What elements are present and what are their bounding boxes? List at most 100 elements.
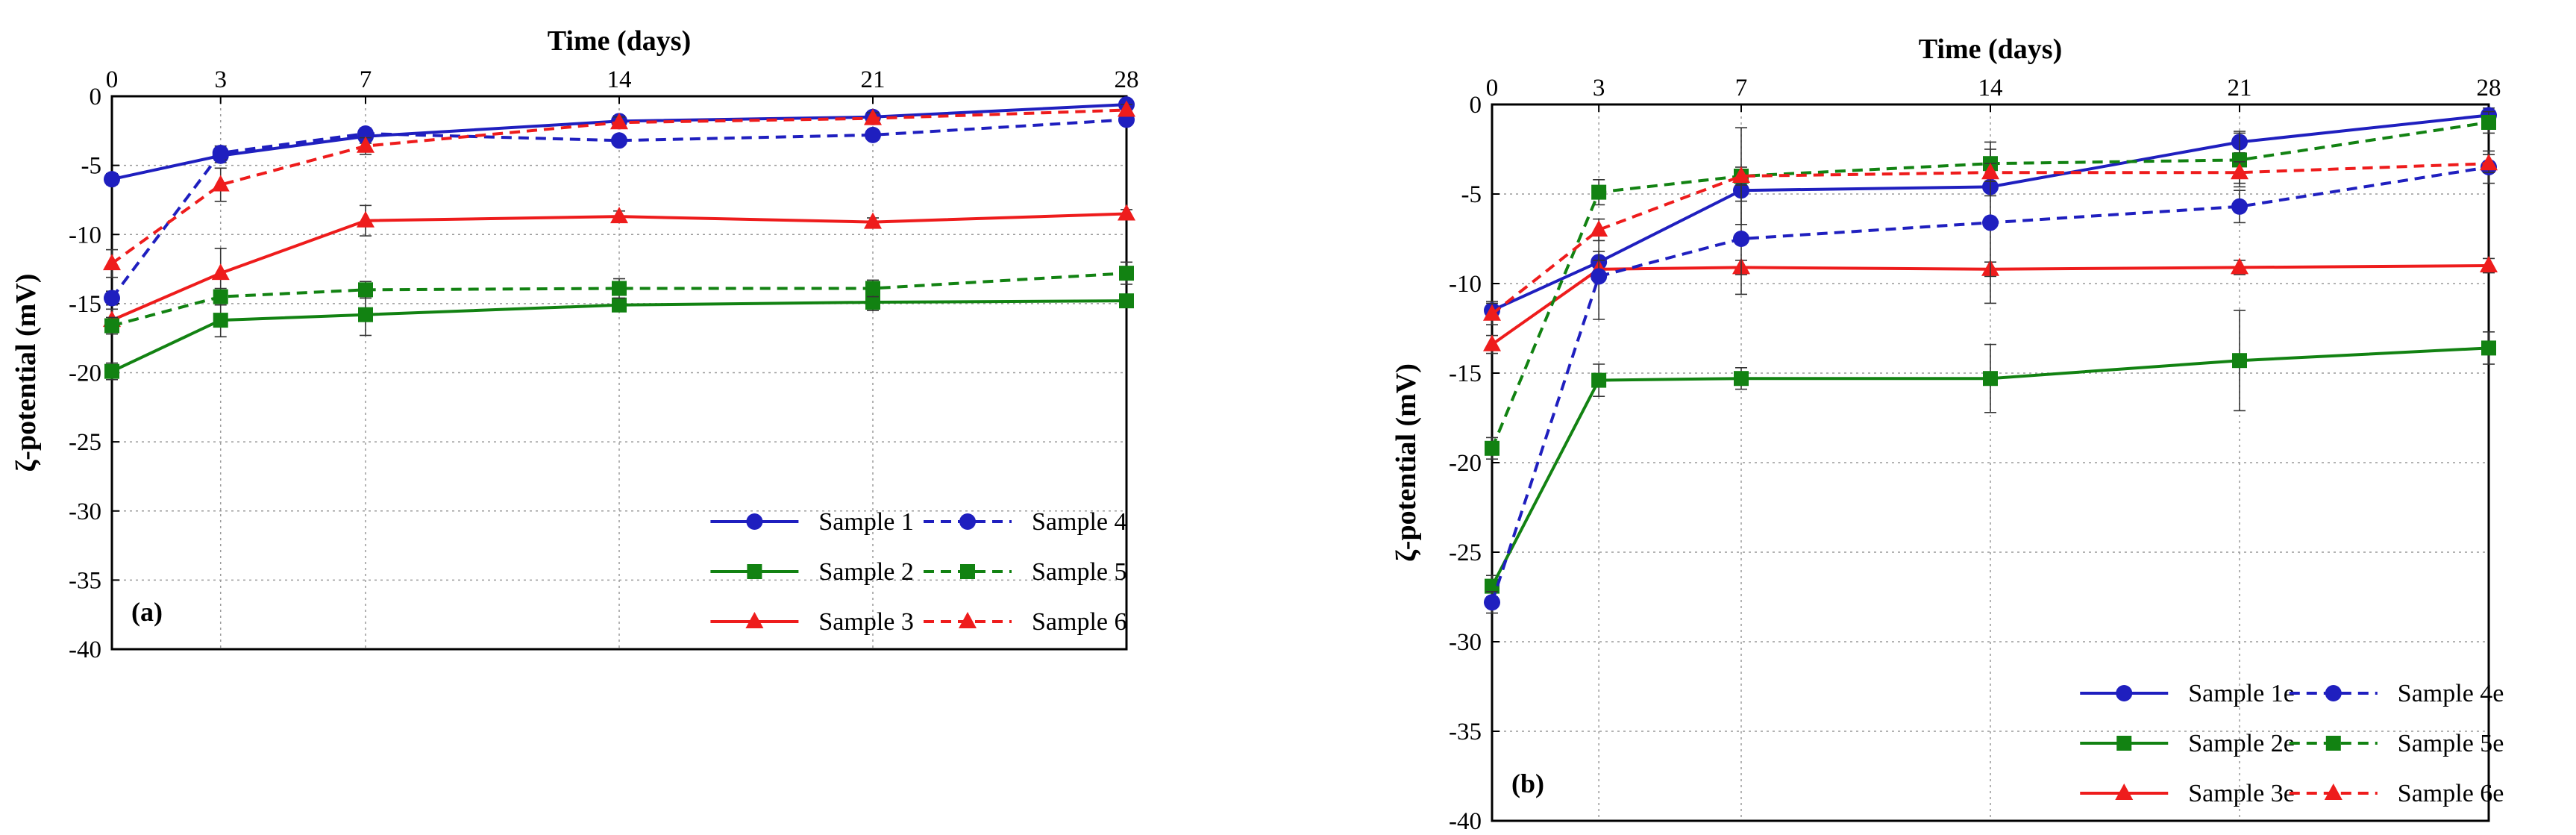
y-tick-label: -35 bbox=[69, 567, 101, 594]
data-point bbox=[1732, 166, 1750, 183]
data-point bbox=[104, 290, 120, 307]
x-axis-title: Time (days) bbox=[548, 25, 691, 57]
data-point bbox=[864, 108, 882, 125]
chart-panel-a: 0 -5 -10 -15 -20 -25 -30 -35 -40 0 3 7 14 21 28 Time (d… bbox=[10, 25, 1139, 663]
x-axis-title: Time (days) bbox=[1919, 34, 2062, 65]
panel-label: (a) bbox=[131, 597, 163, 627]
legend: Sample 1 Sample 2 Sample 3 Sample 4 Sample 5… bbox=[710, 508, 1126, 636]
data-point bbox=[610, 113, 628, 130]
legend-label: Sample 5 bbox=[1032, 558, 1126, 586]
data-point bbox=[104, 363, 119, 379]
legend-marker bbox=[747, 564, 762, 579]
x-tick-label: 14 bbox=[607, 66, 632, 93]
data-point bbox=[865, 126, 881, 143]
y-tick-label: -20 bbox=[1449, 450, 1482, 477]
data-point bbox=[1485, 440, 1499, 456]
series-sample-3 bbox=[103, 204, 1135, 332]
y-tick-label: -35 bbox=[1449, 719, 1482, 745]
y-tick-label: -20 bbox=[69, 360, 101, 387]
data-point bbox=[103, 254, 121, 271]
data-point bbox=[2480, 154, 2498, 171]
legend-label: Sample 4 bbox=[1032, 508, 1126, 536]
series-sample-5 bbox=[104, 261, 1134, 335]
y-tick-label: -5 bbox=[1461, 181, 1482, 208]
y-tick-label: -15 bbox=[69, 291, 101, 318]
data-point bbox=[1591, 184, 1607, 200]
series-line bbox=[111, 272, 1127, 328]
data-point bbox=[2231, 163, 2248, 180]
data-point bbox=[1981, 163, 1999, 180]
legend-label: Sample 4e bbox=[2398, 680, 2504, 707]
x-tick-label: 21 bbox=[861, 66, 886, 93]
x-tick-label: 3 bbox=[1593, 75, 1605, 101]
legend-marker bbox=[960, 564, 975, 579]
x-tick-label: 14 bbox=[1978, 75, 2003, 101]
data-point bbox=[2231, 198, 2248, 215]
y-tick-label: -25 bbox=[1449, 540, 1482, 566]
legend-marker bbox=[745, 612, 764, 628]
data-point bbox=[1733, 231, 1749, 247]
y-tick-label: 0 bbox=[90, 84, 102, 110]
x-tick-label: 0 bbox=[1486, 75, 1499, 101]
series-line bbox=[111, 103, 1127, 181]
data-point bbox=[213, 289, 228, 304]
legend-label: Sample 2e bbox=[2188, 730, 2295, 757]
series-line bbox=[1491, 121, 2489, 449]
y-tick-label: 0 bbox=[1470, 92, 1482, 119]
y-tick-label: -25 bbox=[69, 429, 101, 456]
series-line bbox=[110, 118, 1127, 299]
data-point bbox=[2231, 257, 2248, 275]
x-tick-label: 7 bbox=[360, 66, 372, 93]
legend-label: Sample 3 bbox=[818, 608, 913, 636]
data-point bbox=[358, 282, 373, 298]
y-tick-label: -40 bbox=[1449, 808, 1482, 835]
y-axis-title: ζ-potential (mV) bbox=[10, 274, 42, 472]
y-tick-label: -5 bbox=[81, 153, 102, 180]
y-tick-label: -10 bbox=[69, 222, 101, 248]
data-point bbox=[1483, 304, 1501, 321]
data-point bbox=[864, 212, 882, 229]
legend-marker bbox=[2116, 685, 2133, 701]
x-tick-label: 3 bbox=[214, 66, 227, 93]
y-tick-label: -40 bbox=[69, 637, 101, 663]
series-line bbox=[111, 299, 1127, 373]
data-point bbox=[612, 297, 627, 313]
legend-marker bbox=[2115, 784, 2134, 800]
y-tick-label: -15 bbox=[1449, 360, 1482, 387]
data-point bbox=[211, 175, 230, 192]
legend-marker bbox=[2324, 784, 2342, 800]
series-line bbox=[111, 212, 1127, 322]
data-point bbox=[1982, 214, 1999, 231]
series-sample-6e bbox=[1483, 154, 2498, 326]
y-tick-label: -30 bbox=[69, 498, 101, 525]
data-point bbox=[358, 307, 373, 322]
x-tick-label: 0 bbox=[106, 66, 119, 93]
data-point bbox=[104, 171, 120, 188]
x-tick-label: 21 bbox=[2228, 75, 2252, 101]
data-point bbox=[104, 318, 119, 334]
data-point bbox=[1485, 578, 1499, 594]
x-tick-label: 28 bbox=[2477, 75, 2501, 101]
legend-label: Sample 2 bbox=[818, 558, 913, 586]
y-tick-label: -30 bbox=[1449, 629, 1482, 656]
panel-label: (b) bbox=[1511, 769, 1544, 798]
series-sample-6 bbox=[103, 100, 1135, 278]
data-point bbox=[2481, 115, 2496, 130]
legend-label: Sample 6e bbox=[2398, 780, 2504, 807]
legend-label: Sample 6 bbox=[1032, 608, 1126, 636]
data-point bbox=[1118, 100, 1135, 117]
data-point bbox=[1591, 268, 1608, 285]
data-point bbox=[1591, 372, 1607, 388]
data-point bbox=[357, 136, 375, 153]
legend-label: Sample 5e bbox=[2398, 730, 2504, 757]
legend-label: Sample 1e bbox=[2188, 680, 2295, 707]
y-axis-title: ζ-potential (mV) bbox=[1391, 363, 1422, 562]
legend-label: Sample 3e bbox=[2188, 780, 2295, 807]
data-point bbox=[612, 281, 627, 296]
series-line bbox=[1491, 113, 2489, 312]
data-point bbox=[1483, 334, 1501, 351]
series-line bbox=[1491, 166, 2489, 603]
data-point bbox=[865, 281, 880, 296]
data-point bbox=[211, 263, 230, 281]
